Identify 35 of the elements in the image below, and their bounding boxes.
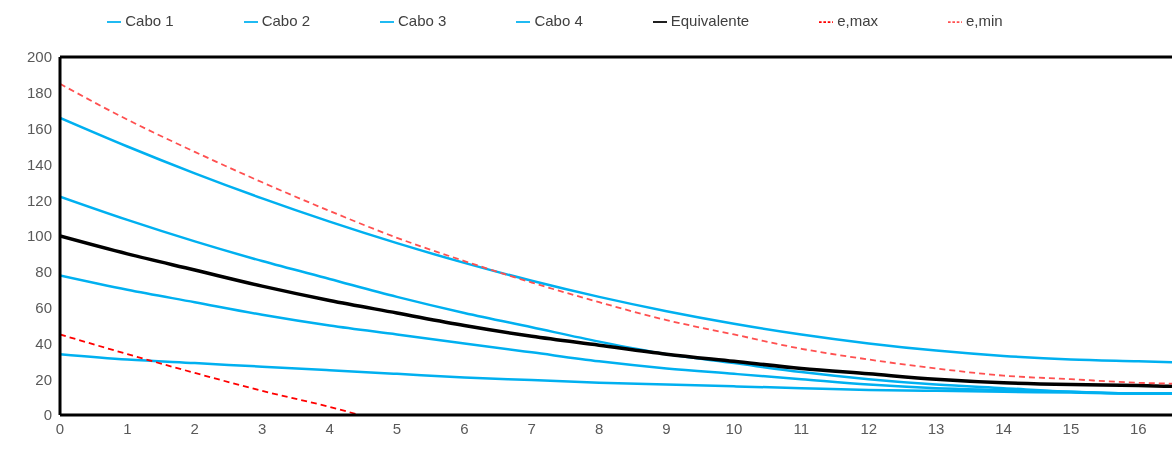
legend-label: e,min <box>966 12 1003 29</box>
x-tick-label: 13 <box>927 419 945 437</box>
y-tick-label: 180 <box>26 84 52 102</box>
y-tick-label: 200 <box>26 48 52 66</box>
x-tick-label: 3 <box>258 419 267 437</box>
x-tick-label: 6 <box>460 419 469 437</box>
y-tick-label: 0 <box>43 406 52 424</box>
x-tick-label: 1 <box>123 419 132 437</box>
legend-label: Cabo 3 <box>398 12 447 29</box>
y-tick-label: 60 <box>35 298 52 316</box>
x-tick-label: 2 <box>190 419 199 437</box>
y-tick-label: 140 <box>26 155 52 173</box>
y-tick-label: 20 <box>35 370 52 388</box>
x-tick-label: 0 <box>55 419 65 437</box>
legend-label: Cabo 2 <box>261 12 311 29</box>
x-tick-label: 15 <box>1062 419 1080 437</box>
legend-label: Cabo 1 <box>125 12 174 29</box>
legend-label: e,max <box>837 12 879 29</box>
x-tick-label: 7 <box>527 419 536 437</box>
y-tick-label: 40 <box>35 334 52 352</box>
legend-label: Equivalente <box>670 12 750 29</box>
x-tick-label: 11 <box>793 419 810 437</box>
y-tick-label: 160 <box>26 119 52 137</box>
x-tick-label: 16 <box>1129 419 1147 437</box>
x-tick-label: 5 <box>392 419 402 437</box>
x-tick-label: 9 <box>662 419 671 437</box>
legend-label: Cabo 4 <box>534 12 583 29</box>
y-tick-label: 120 <box>26 191 52 209</box>
x-tick-label: 14 <box>995 419 1012 437</box>
y-tick-label: 100 <box>26 227 52 245</box>
x-tick-label: 12 <box>860 419 878 437</box>
x-tick-label: 4 <box>325 419 334 437</box>
y-tick-label: 80 <box>35 263 52 281</box>
x-tick-label: 8 <box>594 419 604 437</box>
x-tick-label: 10 <box>725 419 743 437</box>
